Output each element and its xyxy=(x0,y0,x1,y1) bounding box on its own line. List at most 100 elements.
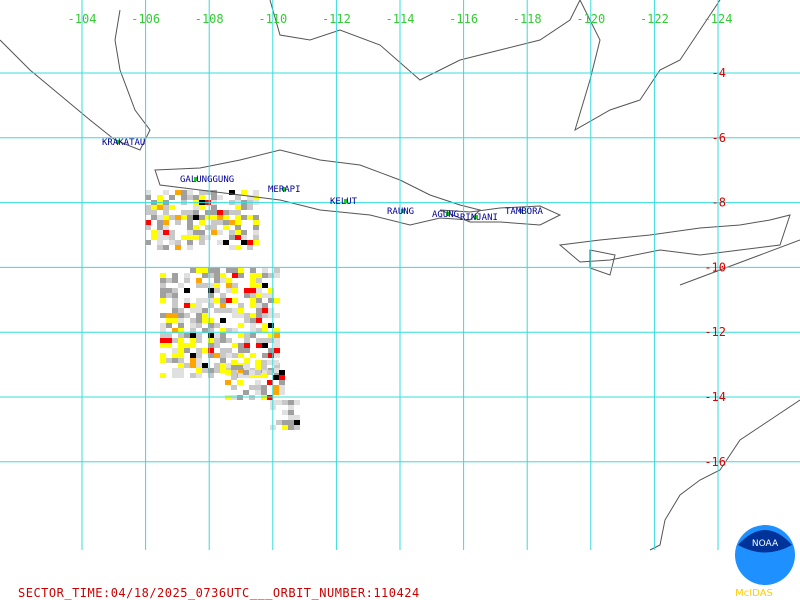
volcano-label: KELUT xyxy=(330,197,358,207)
ash-pixel xyxy=(268,313,274,318)
ash-pixel xyxy=(244,348,250,353)
ash-pixel xyxy=(238,313,244,318)
volcano-label: RINJANI xyxy=(460,213,498,223)
ash-pixel xyxy=(235,245,241,250)
ash-pixel xyxy=(273,385,279,390)
ash-pixel xyxy=(193,195,199,200)
ash-pixel xyxy=(250,303,256,308)
ash-pixel xyxy=(157,245,163,250)
ash-pixel xyxy=(196,368,202,373)
ash-pixel xyxy=(211,195,217,200)
ash-pixel xyxy=(190,268,196,273)
ash-pixel xyxy=(151,235,157,240)
ash-pixel xyxy=(231,370,237,375)
ash-pixel xyxy=(190,373,196,378)
ash-pixel xyxy=(235,225,241,230)
ash-pixel xyxy=(226,298,232,303)
ash-pixel xyxy=(244,313,250,318)
ash-pixel xyxy=(220,333,226,338)
ash-pixel xyxy=(145,240,151,245)
ash-pixel xyxy=(250,328,256,333)
ash-pixel xyxy=(214,278,220,283)
latitude-label: -4 xyxy=(712,66,726,80)
ash-pixel xyxy=(163,210,169,215)
ash-pixel xyxy=(232,313,238,318)
ash-pixel xyxy=(225,380,231,385)
ash-pixel xyxy=(220,273,226,278)
ash-pixel xyxy=(253,240,259,245)
ash-pixel xyxy=(199,195,205,200)
ash-pixel xyxy=(250,283,256,288)
ash-pixel xyxy=(223,215,229,220)
ash-pixel xyxy=(178,373,184,378)
ash-pixel xyxy=(169,235,175,240)
ash-pixel xyxy=(190,358,196,363)
ash-pixel xyxy=(163,205,169,210)
ash-pixel xyxy=(268,338,274,343)
ash-pixel xyxy=(253,225,259,230)
ash-pixel xyxy=(196,278,202,283)
ash-pixel xyxy=(232,283,238,288)
ash-pixel xyxy=(267,360,273,365)
ash-pixel xyxy=(274,353,280,358)
ash-pixel xyxy=(178,328,184,333)
grid xyxy=(0,0,800,550)
ash-pixel xyxy=(145,205,151,210)
ash-pixel xyxy=(166,343,172,348)
ash-pixel xyxy=(172,368,178,373)
ash-pixel xyxy=(193,210,199,215)
ash-pixel xyxy=(256,273,262,278)
volcano-label: KRAKATAU xyxy=(102,138,145,148)
ash-pixel xyxy=(253,190,259,195)
ash-pixel xyxy=(231,365,237,370)
ash-pixel xyxy=(163,230,169,235)
ash-pixel xyxy=(217,230,223,235)
ash-pixel xyxy=(235,235,241,240)
ash-pixel xyxy=(288,420,294,425)
ash-pixel xyxy=(261,360,267,365)
ash-pixel xyxy=(273,360,279,365)
ash-pixel xyxy=(184,348,190,353)
ash-pixel xyxy=(211,220,217,225)
ash-pixel xyxy=(274,333,280,338)
ash-pixel xyxy=(238,303,244,308)
volcano-marker xyxy=(401,209,405,213)
ash-pixel xyxy=(238,268,244,273)
ash-pixel xyxy=(243,370,249,375)
latitude-label: -16 xyxy=(704,455,726,469)
logo-top xyxy=(738,530,792,553)
ash-pixel xyxy=(279,390,285,395)
ash-pixel xyxy=(261,385,267,390)
longitude-label: -114 xyxy=(386,12,415,26)
ash-pixel xyxy=(196,283,202,288)
ash-pixel xyxy=(262,373,268,378)
ash-pixel xyxy=(160,333,166,338)
ash-pixel xyxy=(196,363,202,368)
ash-pixel xyxy=(169,230,175,235)
longitude-label: -120 xyxy=(576,12,605,26)
ash-pixel xyxy=(145,195,151,200)
ash-pixel xyxy=(274,313,280,318)
ash-pixel xyxy=(250,273,256,278)
ash-pixel xyxy=(190,328,196,333)
ash-pixel xyxy=(178,333,184,338)
ash-pixel xyxy=(253,220,259,225)
volcano-marker xyxy=(194,177,198,181)
ash-pixel xyxy=(294,425,300,430)
ash-pixel xyxy=(208,323,214,328)
ash-pixel xyxy=(196,333,202,338)
ash-pixel xyxy=(244,338,250,343)
ash-pixel xyxy=(244,373,250,378)
ash-pixel xyxy=(211,190,217,195)
ash-pixel xyxy=(288,415,294,420)
ash-pixel xyxy=(202,328,208,333)
ash-pixel xyxy=(145,210,151,215)
ash-pixel xyxy=(202,368,208,373)
ash-pixel xyxy=(223,240,229,245)
ash-pixel xyxy=(226,283,232,288)
volcano-marker xyxy=(474,215,478,219)
ash-pixel xyxy=(238,333,244,338)
ash-pixel xyxy=(178,358,184,363)
ash-pixel xyxy=(282,420,288,425)
ash-pixel xyxy=(238,343,244,348)
